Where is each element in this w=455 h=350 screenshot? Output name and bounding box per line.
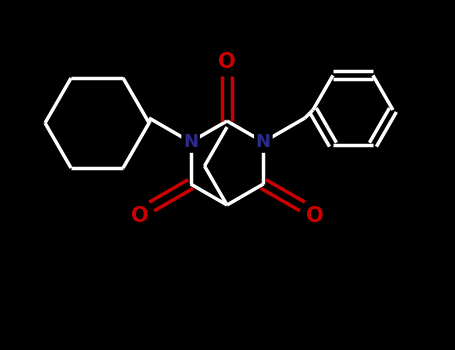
Text: O: O	[218, 52, 236, 72]
Text: O: O	[305, 206, 323, 226]
Text: O: O	[131, 206, 148, 226]
Text: N: N	[256, 133, 271, 151]
Text: N: N	[183, 133, 198, 151]
